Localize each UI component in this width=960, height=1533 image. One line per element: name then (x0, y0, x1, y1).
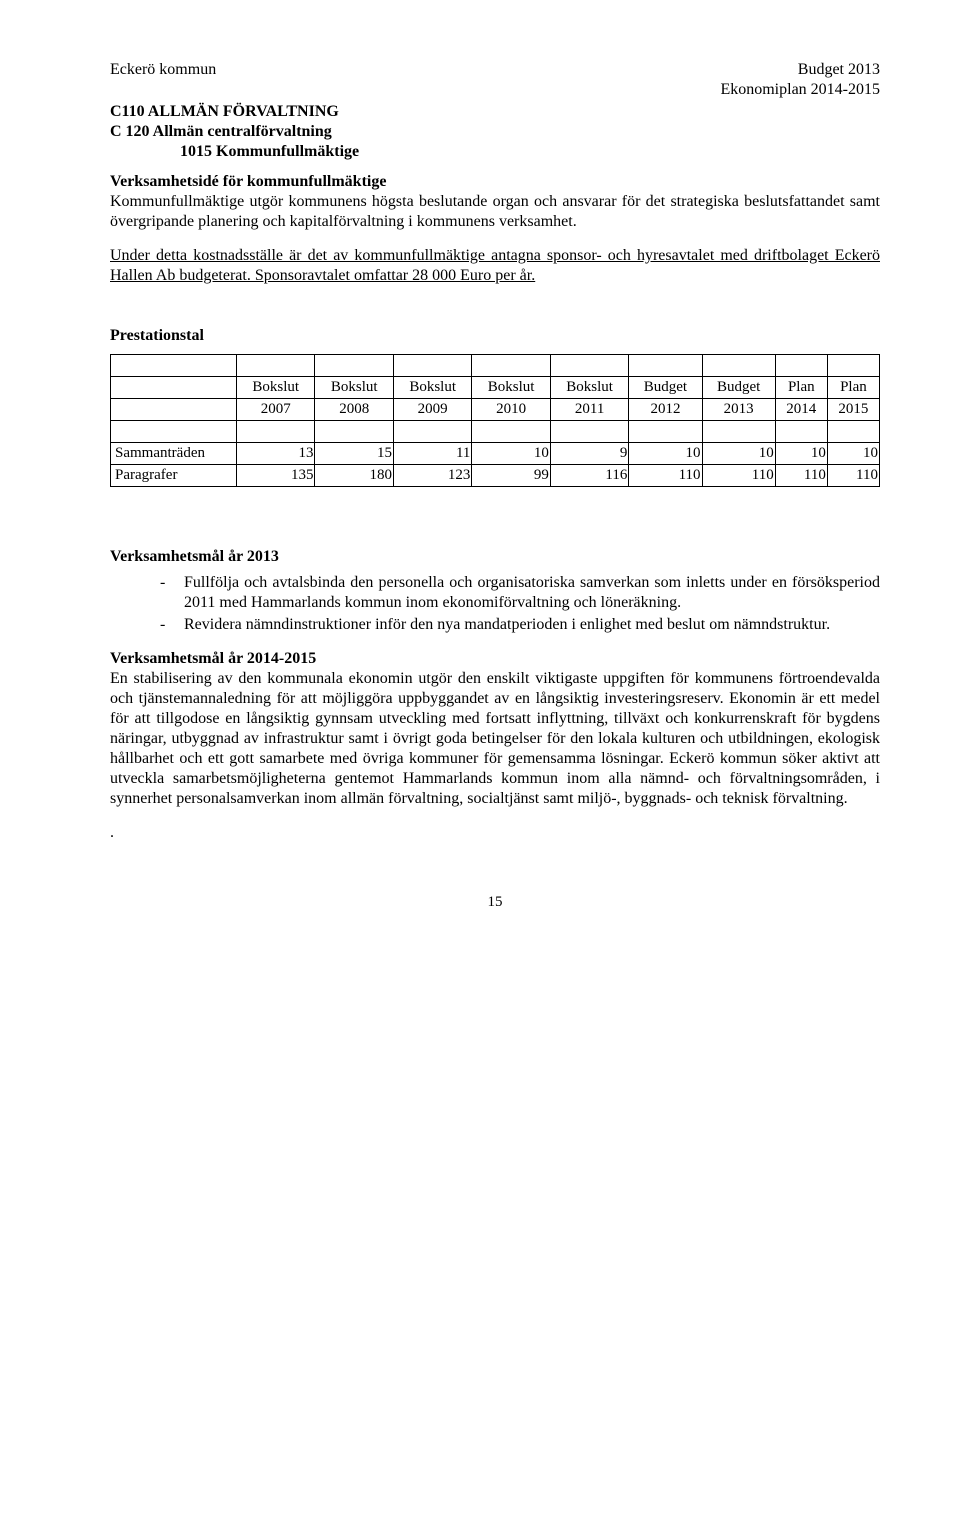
col-head: Budget (702, 377, 775, 399)
cell: 180 (315, 465, 393, 487)
col-head: Bokslut (237, 377, 315, 399)
header-right: Budget 2013 Ekonomiplan 2014-2015 (720, 60, 880, 100)
cell: 10 (472, 443, 550, 465)
cell: 10 (827, 443, 879, 465)
col-head: Bokslut (315, 377, 393, 399)
col-head: Budget (629, 377, 702, 399)
cell: 123 (393, 465, 471, 487)
trailing-dot: . (110, 823, 880, 843)
table-header-row-1: Bokslut Bokslut Bokslut Bokslut Bokslut … (111, 377, 880, 399)
bullet-dash: - (160, 615, 184, 635)
col-year: 2011 (550, 399, 628, 421)
verksamhetsmal-2014-block: Verksamhetsmål år 2014-2015 En stabilise… (110, 649, 880, 809)
header-right-line2: Ekonomiplan 2014-2015 (720, 80, 880, 100)
cell: 10 (775, 443, 827, 465)
cell: 110 (827, 465, 879, 487)
row-label: Sammanträden (111, 443, 237, 465)
bullet-item: - Fullfölja och avtalsbinda den personel… (160, 573, 880, 613)
col-year: 2009 (393, 399, 471, 421)
bullet-dash: - (160, 573, 184, 613)
col-head: Plan (827, 377, 879, 399)
cell: 10 (702, 443, 775, 465)
heading-c120: C 120 Allmän centralförvaltning (110, 122, 880, 142)
cell: 110 (702, 465, 775, 487)
col-year: 2012 (629, 399, 702, 421)
bullet-text: Fullfölja och avtalsbinda den personella… (184, 573, 880, 613)
cell: 110 (629, 465, 702, 487)
col-head: Bokslut (393, 377, 471, 399)
heading-1015: 1015 Kommunfullmäktige (180, 142, 880, 162)
col-head: Bokslut (472, 377, 550, 399)
verksamhetsmal-2013-bullets: - Fullfölja och avtalsbinda den personel… (110, 573, 880, 635)
verksamhetsmal-2014-body: En stabilisering av den kommunala ekonom… (110, 669, 880, 809)
table-spacer-row (111, 421, 880, 443)
col-year: 2007 (237, 399, 315, 421)
verksamhetsmal-2013-title: Verksamhetsmål år 2013 (110, 547, 880, 567)
page-header: Eckerö kommun Budget 2013 Ekonomiplan 20… (110, 60, 880, 100)
col-year: 2010 (472, 399, 550, 421)
bullet-text: Revidera nämndinstruktioner inför den ny… (184, 615, 880, 635)
prestationstal-table: Bokslut Bokslut Bokslut Bokslut Bokslut … (110, 354, 880, 487)
col-year: 2013 (702, 399, 775, 421)
bullet-item: - Revidera nämndinstruktioner inför den … (160, 615, 880, 635)
table-header-row-2: 2007 2008 2009 2010 2011 2012 2013 2014 … (111, 399, 880, 421)
prestationstal-title: Prestationstal (110, 326, 880, 346)
page-number: 15 (110, 893, 880, 912)
table-row: Sammanträden 13 15 11 10 9 10 10 10 10 (111, 443, 880, 465)
cell: 99 (472, 465, 550, 487)
header-left: Eckerö kommun (110, 60, 216, 100)
row-label: Paragrafer (111, 465, 237, 487)
heading-c110: C110 ALLMÄN FÖRVALTNING (110, 102, 880, 122)
cell: 135 (237, 465, 315, 487)
col-head: Plan (775, 377, 827, 399)
cell: 11 (393, 443, 471, 465)
cell: 15 (315, 443, 393, 465)
col-head: Bokslut (550, 377, 628, 399)
col-year: 2008 (315, 399, 393, 421)
verksamhetside-title: Verksamhetsidé för kommunfullmäktige (110, 172, 880, 192)
table-spacer-row (111, 355, 880, 377)
verksamhetsmal-2014-title: Verksamhetsmål år 2014-2015 (110, 649, 880, 669)
cell: 116 (550, 465, 628, 487)
cell: 13 (237, 443, 315, 465)
verksamhetside-p2: Under detta kostnadsställe är det av kom… (110, 246, 880, 286)
cell: 9 (550, 443, 628, 465)
verksamhetside-p1: Kommunfullmäktige utgör kommunens högsta… (110, 192, 880, 232)
col-year: 2015 (827, 399, 879, 421)
cell: 110 (775, 465, 827, 487)
cell: 10 (629, 443, 702, 465)
table-row: Paragrafer 135 180 123 99 116 110 110 11… (111, 465, 880, 487)
header-right-line1: Budget 2013 (720, 60, 880, 80)
col-year: 2014 (775, 399, 827, 421)
